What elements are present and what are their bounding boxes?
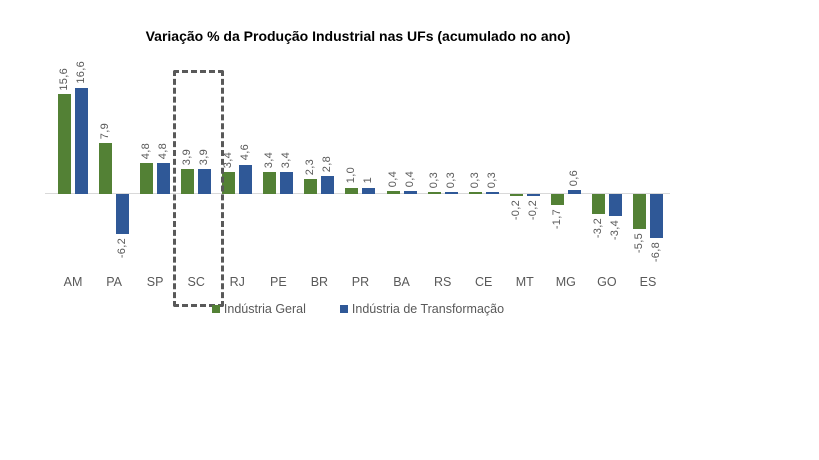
bar-industria-geral-PE <box>263 172 277 194</box>
legend-label-industria-geral: Indústria Geral <box>223 302 306 316</box>
bar-industria-geral-PA <box>99 143 113 194</box>
bar-value-label-RJ-0: 3,4 <box>222 152 235 169</box>
bar-value-label-MT-0: -0,2 <box>509 199 522 220</box>
x-axis-label-BR: BR <box>310 275 329 289</box>
legend-swatch-industria-geral-icon <box>211 305 220 313</box>
bar-value-label-PE-0: 3,4 <box>263 152 276 169</box>
chart-title: Variação % da Produção Industrial nas UF… <box>145 28 571 44</box>
bar-value-label-ES-0: -5,5 <box>632 233 645 254</box>
legend-swatch-industria-transformacao-icon <box>339 305 348 313</box>
x-axis-label-PA: PA <box>106 275 122 289</box>
x-axis-label-MT: MT <box>515 275 534 289</box>
bar-value-label-RS-1: 0,3 <box>444 171 457 189</box>
legend-label-industria-transformacao: Indústria de Transformação <box>351 302 505 316</box>
bar-industria-transformacao-SC <box>198 169 212 194</box>
bar-industria-transformacao-RS <box>444 192 458 194</box>
bar-industria-geral-SP <box>140 163 154 194</box>
sc-highlight-dashed-rectangle <box>173 70 224 307</box>
bar-industria-geral-GO <box>591 194 605 215</box>
bar-value-label-RS-0: 0,3 <box>427 171 440 189</box>
bar-value-label-SP-1: 4,8 <box>157 143 170 160</box>
bar-value-label-GO-0: -3,2 <box>591 218 604 239</box>
bar-industria-transformacao-SP <box>157 163 171 194</box>
x-axis-label-SC: SC <box>187 275 205 289</box>
bar-industria-transformacao-BR <box>321 176 335 194</box>
bar-industria-transformacao-MT <box>526 194 540 196</box>
bar-value-label-CE-1: 0,3 <box>485 171 498 189</box>
bar-industria-transformacao-RJ <box>239 164 253 194</box>
bar-industria-transformacao-ES <box>649 194 663 238</box>
bar-industria-transformacao-BA <box>403 191 417 194</box>
x-axis-label-PR: PR <box>351 275 370 289</box>
x-axis-label-PE: PE <box>270 275 287 289</box>
x-axis-label-SP: SP <box>146 275 164 289</box>
bar-industria-transformacao-PR <box>362 187 376 194</box>
x-axis-label-CE: CE <box>475 275 493 289</box>
bar-value-label-AM-0: 15,6 <box>58 67 70 91</box>
x-axis-label-GO: GO <box>597 275 617 289</box>
bar-industria-transformacao-PA <box>116 194 130 234</box>
bar-value-label-MG-0: -1,7 <box>550 208 563 230</box>
bar-industria-geral-BA <box>386 191 400 194</box>
bar-industria-geral-CE <box>468 192 482 194</box>
bar-industria-geral-RJ <box>222 172 236 194</box>
bar-industria-geral-AM <box>58 94 71 194</box>
bar-industria-geral-MT <box>509 194 523 196</box>
bar-industria-transformacao-MG <box>567 190 581 194</box>
x-axis-label-AM: AM <box>63 275 83 289</box>
bar-value-label-PR-1: 1 <box>362 177 375 184</box>
bar-value-label-MT-1: -0,2 <box>526 199 539 220</box>
bar-value-label-SP-0: 4,8 <box>140 143 153 160</box>
bar-industria-transformacao-GO <box>608 194 622 216</box>
bar-industria-geral-MG <box>550 194 564 205</box>
x-axis-label-ES: ES <box>639 275 657 289</box>
bar-value-label-PR-0: 1,0 <box>345 167 358 184</box>
bar-value-label-RJ-1: 4,6 <box>239 144 252 161</box>
legend-item-industria-transformacao: Indústria de Transformação <box>339 302 505 316</box>
bar-industria-transformacao-CE <box>485 192 499 194</box>
bar-industria-geral-SC <box>181 169 195 194</box>
bar-value-label-GO-1: -3,4 <box>608 219 621 240</box>
x-axis-label-RJ: RJ <box>229 275 245 289</box>
bar-industria-geral-ES <box>632 194 646 230</box>
bar-industria-geral-PR <box>345 187 359 194</box>
bar-industria-transformacao-PE <box>280 172 294 194</box>
bar-value-label-PA-1: -6,2 <box>116 237 129 258</box>
x-axis-label-BA: BA <box>393 275 410 289</box>
bar-value-label-MG-1: 0,6 <box>567 169 580 187</box>
bar-value-label-PA-0: 7,9 <box>99 123 112 140</box>
x-axis-label-RS: RS <box>433 275 452 289</box>
bar-value-label-BR-1: 2,8 <box>321 155 334 173</box>
bar-industria-geral-RS <box>427 192 441 194</box>
bar-value-label-AM-1: 16,6 <box>75 61 87 84</box>
bar-value-label-BA-1: 0,4 <box>403 171 416 188</box>
bar-value-label-CE-0: 0,3 <box>468 171 481 189</box>
x-axis-label-MG: MG <box>555 275 576 289</box>
legend: Indústria Geral Indústria de Transformaç… <box>46 302 670 316</box>
bar-value-label-BA-0: 0,4 <box>386 171 399 188</box>
bar-industria-geral-BR <box>304 179 318 194</box>
legend-item-industria-geral: Indústria Geral <box>211 302 306 316</box>
bar-value-label-BR-0: 2,3 <box>304 159 317 176</box>
bar-value-label-ES-1: -6,8 <box>649 241 662 262</box>
bar-industria-transformacao-AM <box>75 87 88 194</box>
bar-value-label-PE-1: 3,4 <box>280 152 293 169</box>
